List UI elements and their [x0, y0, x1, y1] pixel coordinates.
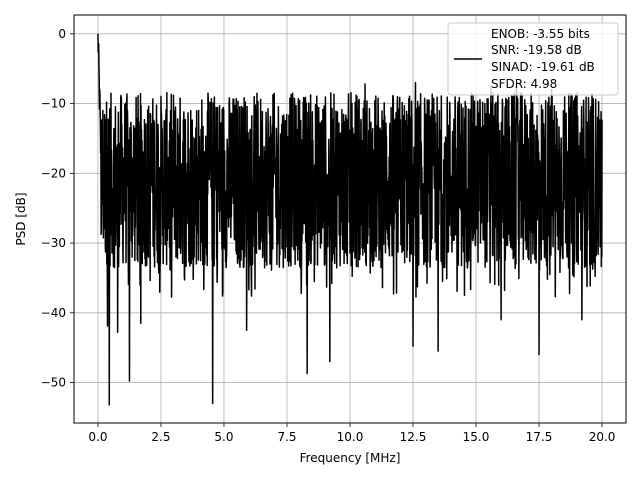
legend-enob: ENOB: -3.55 bits [491, 27, 590, 41]
legend: ENOB: -3.55 bits SNR: -19.58 dB SINAD: -… [447, 22, 619, 96]
psd-series-line [97, 33, 603, 406]
legend-snr: SNR: -19.58 dB [491, 43, 582, 57]
x-tick-label: 7.5 [277, 430, 296, 444]
x-tick-label: 12.5 [400, 430, 427, 444]
x-tick-label: 5.0 [214, 430, 233, 444]
y-tick-label: 0 [58, 27, 66, 41]
legend-sinad: SINAD: -19.61 dB [491, 60, 595, 74]
x-axis: 0.0 2.5 5.0 7.5 10.0 12.5 15.0 17.5 20.0 [88, 423, 615, 444]
y-axis: 0 −10 −20 −30 −40 −50 [41, 27, 74, 390]
y-tick-label: −50 [41, 376, 66, 390]
x-tick-label: 2.5 [151, 430, 170, 444]
x-tick-label: 20.0 [589, 430, 616, 444]
y-tick-label: −40 [41, 306, 66, 320]
x-axis-label: Frequency [MHz] [300, 451, 401, 465]
x-tick-label: 15.0 [463, 430, 490, 444]
legend-box [447, 22, 619, 96]
y-axis-label: PSD [dB] [14, 192, 28, 245]
legend-sfdr: SFDR: 4.98 [491, 77, 557, 91]
y-tick-label: −30 [41, 236, 66, 250]
x-tick-label: 0.0 [88, 430, 107, 444]
x-tick-label: 17.5 [526, 430, 553, 444]
y-tick-label: −10 [41, 97, 66, 111]
y-tick-label: −20 [41, 166, 66, 180]
x-tick-label: 10.0 [337, 430, 364, 444]
